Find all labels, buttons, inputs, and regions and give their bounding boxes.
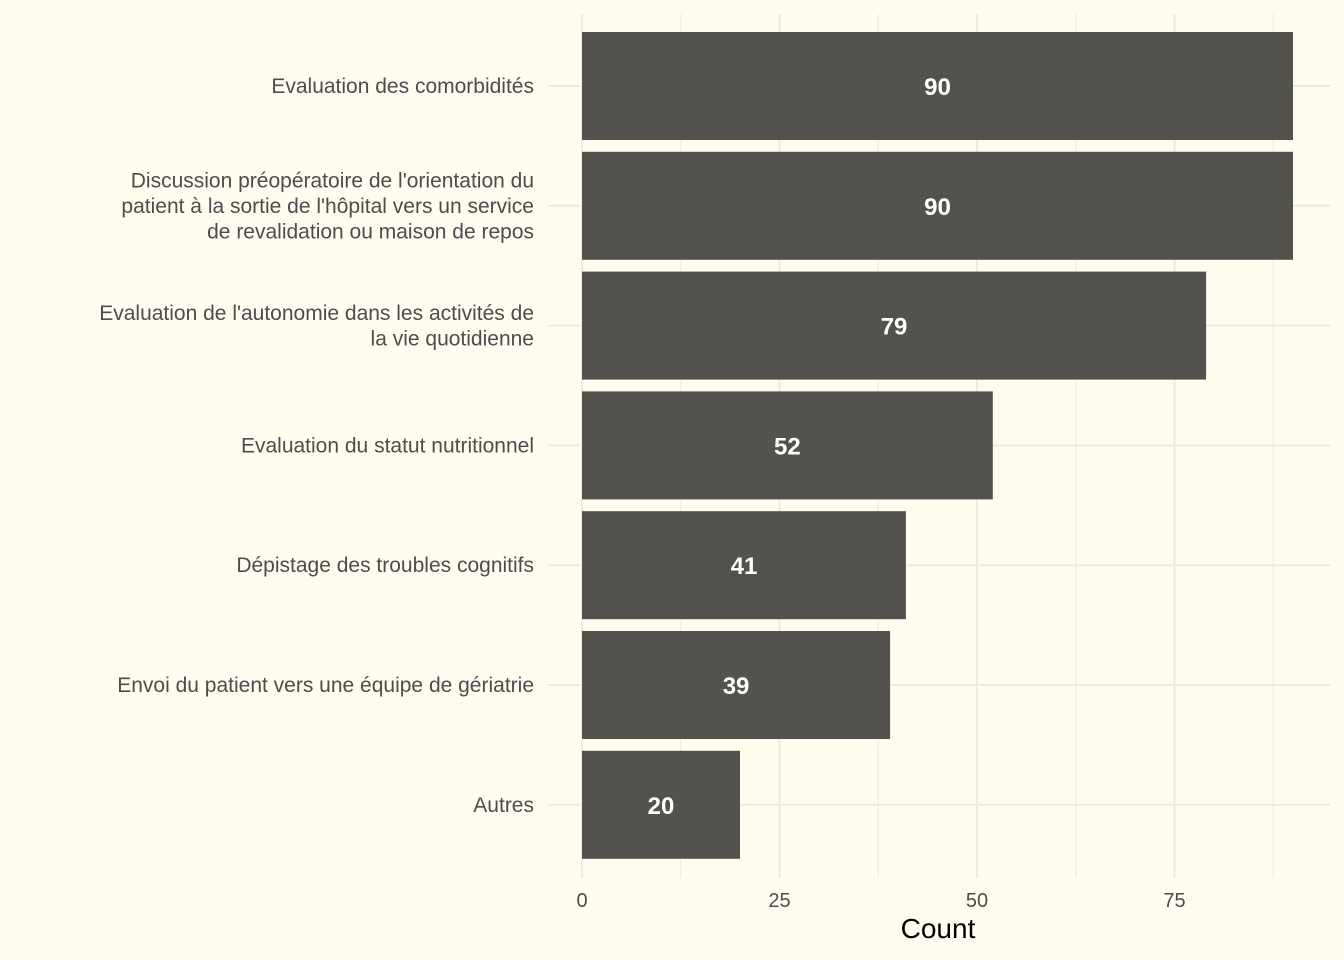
category-label-line: Autres	[473, 794, 534, 817]
category-labels: Evaluation des comorbidités Discussion pr…	[99, 75, 534, 817]
category-label: Evaluation de l'autonomie dans les activ…	[99, 302, 534, 351]
category-label: Evaluation du statut nutritionnel	[241, 434, 534, 457]
bar-value-label: 90	[924, 194, 951, 221]
bar	[582, 511, 906, 620]
bar-value-label: 20	[648, 793, 675, 820]
category-label: Envoi du patient vers une équipe de géri…	[117, 674, 534, 697]
bar	[582, 32, 1293, 140]
x-tick-label: 0	[576, 890, 587, 912]
bar-value-label: 90	[924, 74, 951, 101]
bar	[582, 391, 993, 500]
category-label: Dépistage des troubles cognitifs	[236, 554, 534, 577]
category-label-line: patient à la sortie de l'hôpital vers un…	[121, 195, 534, 218]
bar-value-label: 79	[881, 314, 908, 341]
category-label: Autres	[473, 794, 534, 817]
category-label-line: Evaluation du statut nutritionnel	[241, 434, 534, 457]
category-label-line: de revalidation ou maison de repos	[207, 220, 534, 243]
x-axis-title: Count	[901, 913, 976, 944]
category-label-line: Dépistage des troubles cognitifs	[236, 554, 534, 577]
bar-value-label: 39	[723, 673, 750, 700]
bar	[582, 271, 1207, 380]
x-axis-ticks: 0 25 50 75	[576, 890, 1185, 912]
category-label: Discussion préopératoire de l'orientatio…	[121, 169, 534, 243]
bars: 90 90 79 52 41 39 20	[582, 32, 1293, 859]
category-label-line: Envoi du patient vers une équipe de géri…	[117, 674, 534, 697]
category-label-line: Evaluation de l'autonomie dans les activ…	[99, 302, 534, 325]
bar	[582, 151, 1293, 260]
bar-value-label: 41	[731, 553, 758, 580]
category-label-line: la vie quotidienne	[371, 327, 534, 350]
category-label-line: Evaluation des comorbidités	[271, 75, 534, 98]
x-tick-label: 50	[966, 890, 988, 912]
bar	[582, 631, 891, 739]
bar-value-label: 52	[774, 433, 801, 460]
x-tick-label: 75	[1163, 890, 1185, 912]
x-tick-label: 25	[768, 890, 790, 912]
bar	[582, 750, 740, 859]
category-label: Evaluation des comorbidités	[271, 75, 534, 98]
category-label-line: Discussion préopératoire de l'orientatio…	[131, 169, 534, 192]
